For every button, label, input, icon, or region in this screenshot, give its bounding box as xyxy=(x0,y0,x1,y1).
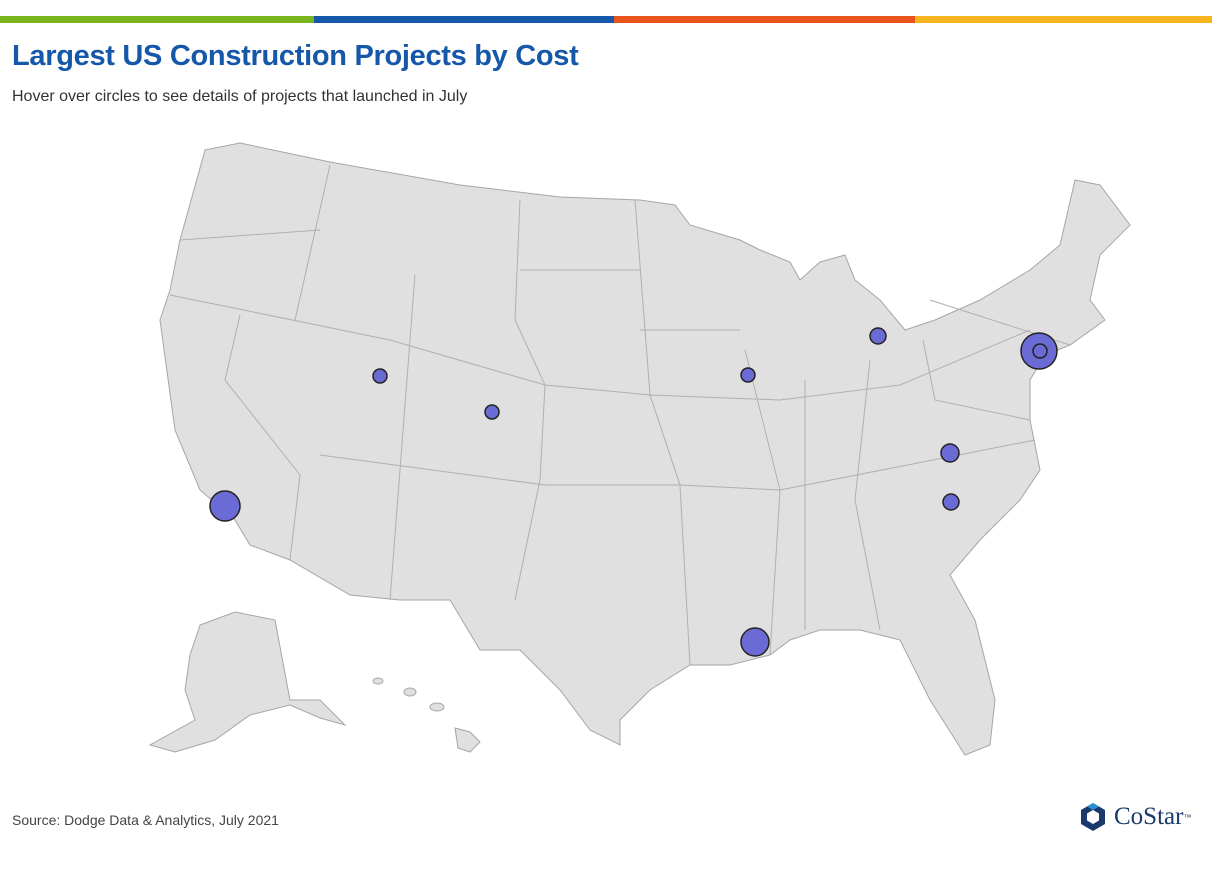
project-circle[interactable] xyxy=(942,493,960,511)
contiguous-us xyxy=(159,142,1131,756)
project-markers xyxy=(209,327,1058,657)
us-map xyxy=(148,142,1131,756)
source-note: Source: Dodge Data & Analytics, July 202… xyxy=(12,812,279,828)
subtitle: Hover over circles to see details of pro… xyxy=(12,88,468,105)
hawaii xyxy=(429,702,445,712)
logo: CoStar ™ xyxy=(1078,802,1191,832)
project-circle[interactable] xyxy=(869,327,887,345)
project-circle[interactable] xyxy=(1032,343,1048,359)
accent-bar xyxy=(314,16,614,23)
project-circle[interactable] xyxy=(940,443,960,463)
hawaii xyxy=(403,687,417,697)
accent-bar xyxy=(0,16,314,23)
logo-mark: ™ xyxy=(1183,812,1192,822)
logo-icon xyxy=(1081,803,1105,831)
project-circle[interactable] xyxy=(740,627,770,657)
alaska xyxy=(148,611,347,753)
project-circle[interactable] xyxy=(372,368,388,384)
accent-bar xyxy=(614,16,915,23)
title: Largest US Construction Projects by Cost xyxy=(12,40,579,72)
project-circle[interactable] xyxy=(740,367,756,383)
hawaii xyxy=(372,677,384,685)
project-circle[interactable] xyxy=(484,404,500,420)
logo-text: CoStar xyxy=(1114,803,1184,830)
hawaii xyxy=(454,727,481,753)
project-circle[interactable] xyxy=(209,490,241,522)
state-borders xyxy=(169,164,1071,666)
accent-bar xyxy=(915,16,1212,23)
